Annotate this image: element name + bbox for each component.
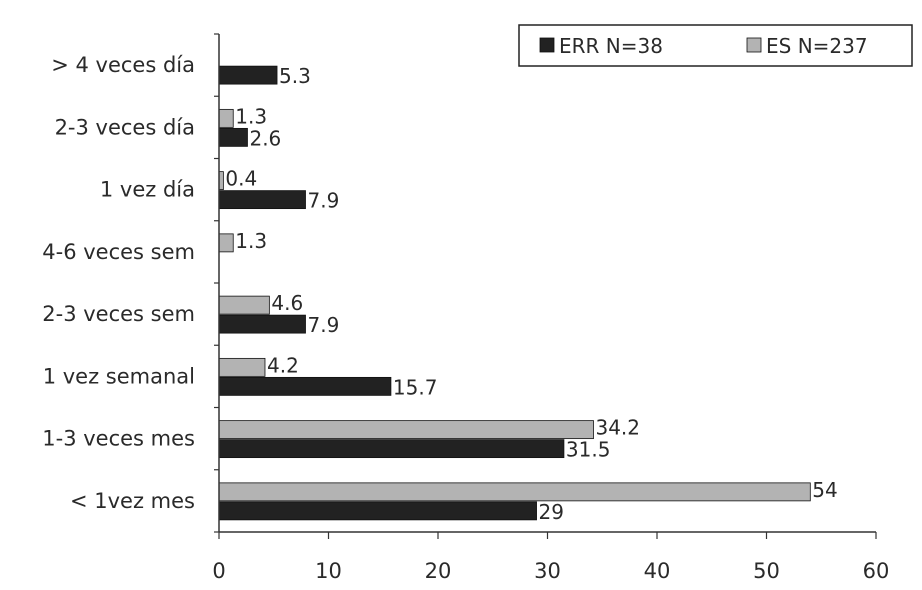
legend-label-es: ES N=237	[766, 34, 868, 58]
category-label-4-6-veces-sem: 4-6 veces sem	[42, 240, 195, 264]
data-label-es-1vez-mes: 54	[812, 478, 837, 502]
data-label-es-1-3-veces-mes: 34.2	[595, 416, 640, 440]
labels-layer: > 4 veces día 5.32-3 veces día 1.32.61 vez…	[42, 53, 837, 524]
bar-err-1-vez-d-a	[218, 190, 306, 210]
x-tick-label-60: 60	[863, 559, 890, 583]
legend-box	[518, 24, 913, 67]
data-label-err-2-3-veces-sem: 7.9	[308, 313, 340, 337]
bar-err-4-veces-d-a	[218, 65, 278, 85]
x-tick-label-50: 50	[753, 559, 780, 583]
x-tick-label-0: 0	[212, 559, 225, 583]
axes-layer: 0 10 20 30 40 50 60	[212, 33, 890, 583]
bars-layer	[218, 65, 811, 521]
data-label-err-1-3-veces-mes: 31.5	[566, 438, 611, 462]
legend-swatch-err	[539, 37, 555, 53]
category-label-1vez-mes: < 1vez mes	[70, 489, 195, 513]
category-label-1-3-veces-mes: 1-3 veces mes	[42, 427, 195, 451]
category-label-1-vez-d-a: 1 vez día	[100, 178, 195, 202]
data-label-err-1-vez-semanal: 15.7	[393, 375, 438, 399]
data-label-err-1vez-mes: 29	[539, 500, 564, 524]
data-label-es-2-3-veces-d-a: 1.3	[235, 104, 267, 128]
bar-es-2-3-veces-sem	[218, 295, 270, 315]
bar-es-1vez-mes	[218, 482, 811, 502]
bar-err-1-vez-semanal	[218, 376, 392, 396]
category-label-2-3-veces-d-a: 2-3 veces día	[55, 115, 195, 139]
x-tick-label-20: 20	[425, 559, 452, 583]
legend-label-err: ERR N=38	[559, 34, 663, 58]
category-label-1-vez-semanal: 1 vez semanal	[43, 364, 195, 388]
bar-es-2-3-veces-d-a	[218, 108, 234, 128]
bar-err-2-3-veces-sem	[218, 314, 306, 334]
legend: ERR N=38 ES N=237	[518, 24, 913, 67]
data-label-es-2-3-veces-sem: 4.6	[271, 291, 303, 315]
x-tick-label-10: 10	[315, 559, 342, 583]
category-label-2-3-veces-sem: 2-3 veces sem	[42, 302, 195, 326]
legend-swatch-es	[746, 37, 762, 53]
bar-err-2-3-veces-d-a	[218, 127, 248, 147]
data-label-es-4-6-veces-sem: 1.3	[235, 229, 267, 253]
bar-es-1-3-veces-mes	[218, 420, 594, 440]
data-label-err-1-vez-d-a: 7.9	[308, 189, 340, 213]
data-label-err-4-veces-d-a: 5.3	[279, 64, 311, 88]
x-tick-label-30: 30	[534, 559, 561, 583]
category-label-4-veces-d-a: > 4 veces día	[51, 53, 195, 77]
data-label-es-1-vez-semanal: 4.2	[267, 353, 299, 377]
data-label-es-1-vez-d-a: 0.4	[225, 167, 257, 191]
bar-err-1-3-veces-mes	[218, 439, 565, 459]
bar-es-4-6-veces-sem	[218, 233, 234, 253]
bar-err-1vez-mes	[218, 501, 537, 521]
bar-es-1-vez-semanal	[218, 357, 266, 377]
x-tick-label-40: 40	[644, 559, 671, 583]
data-label-err-2-3-veces-d-a: 2.6	[249, 126, 281, 150]
